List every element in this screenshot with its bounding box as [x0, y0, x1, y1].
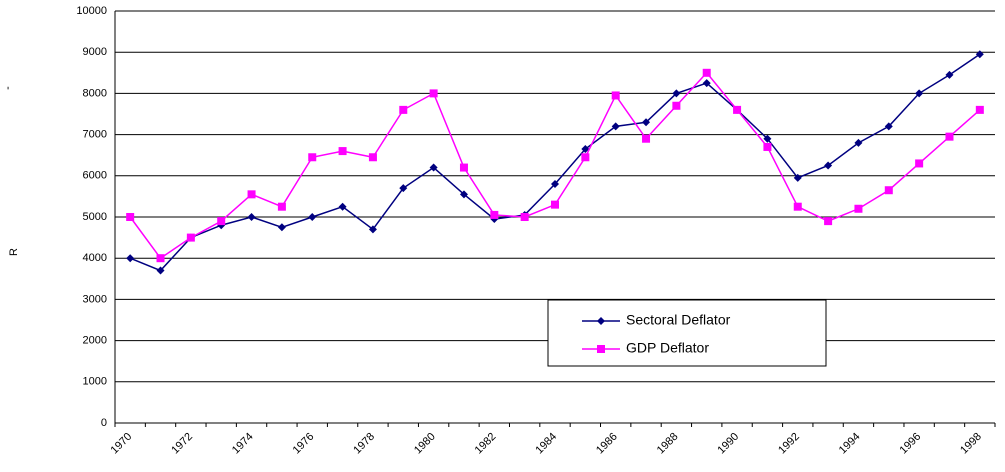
x-tick-label: 1976 [291, 431, 317, 457]
marker [247, 190, 256, 199]
y-tick-label: 9000 [83, 46, 107, 58]
marker [156, 254, 165, 263]
x-tick-label: 1986 [594, 431, 620, 457]
annotation: - [2, 86, 14, 90]
marker [642, 134, 651, 143]
marker [854, 138, 863, 147]
marker [597, 317, 605, 325]
marker [520, 213, 529, 221]
marker [642, 118, 651, 127]
marker [247, 213, 256, 221]
marker [186, 233, 195, 242]
marker [277, 223, 286, 232]
marker [763, 142, 772, 151]
marker [126, 213, 135, 221]
marker [793, 173, 802, 182]
marker [126, 254, 135, 263]
marker [399, 184, 408, 193]
y-tick-label: 5000 [83, 211, 107, 223]
marker [702, 79, 711, 88]
y-tick-label: 6000 [83, 170, 107, 182]
marker [915, 159, 924, 168]
x-tick-label: 1998 [958, 431, 984, 457]
marker [945, 70, 954, 79]
marker [945, 132, 954, 141]
x-tick-label: 1988 [655, 431, 681, 457]
marker [399, 105, 408, 114]
marker [338, 202, 347, 211]
marker [308, 213, 317, 221]
marker [611, 122, 620, 131]
y-tick-label: 4000 [83, 252, 107, 264]
marker [733, 105, 742, 114]
marker [915, 89, 924, 98]
marker [308, 153, 317, 162]
marker [824, 217, 833, 226]
marker [368, 153, 377, 162]
marker [429, 89, 438, 98]
x-tick-label: 1994 [837, 431, 863, 457]
marker [672, 101, 681, 110]
marker [702, 68, 711, 77]
marker [884, 186, 893, 195]
marker [793, 202, 802, 211]
marker [459, 190, 468, 199]
marker [551, 200, 559, 209]
y-tick-label: 1000 [83, 376, 107, 388]
y-tick-label: 2000 [83, 335, 107, 347]
y-tick-label: 7000 [83, 129, 107, 141]
marker [975, 105, 984, 114]
marker [763, 134, 772, 143]
y-tick-label: 0 [101, 417, 107, 429]
marker [854, 204, 863, 213]
x-tick-label: 1984 [533, 431, 559, 457]
x-tick-label: 1982 [473, 431, 499, 457]
legend-box [547, 299, 827, 367]
y-tick-label: 10000 [76, 5, 107, 17]
marker [156, 266, 165, 275]
x-tick-label: 1974 [230, 431, 256, 457]
x-tick-label: 1992 [776, 431, 802, 457]
marker [368, 225, 377, 234]
marker [277, 202, 286, 211]
y-tick-label: 8000 [83, 87, 107, 99]
series-line [129, 53, 981, 272]
x-tick-label: 1980 [412, 431, 438, 457]
marker [581, 153, 590, 162]
marker [217, 217, 226, 226]
x-tick-label: 1990 [715, 431, 741, 457]
marker [975, 50, 984, 59]
marker [551, 180, 559, 189]
x-tick-label: 1996 [898, 431, 924, 457]
marker [824, 161, 833, 170]
x-tick-label: 1978 [351, 431, 377, 457]
series-line [129, 71, 981, 260]
y-tick-label: 3000 [83, 293, 107, 305]
legend-label: Sectoral Deflator [626, 312, 731, 328]
marker [490, 210, 499, 219]
x-tick-label: 1972 [169, 431, 195, 457]
y-axis-label: R [8, 248, 20, 256]
marker [338, 147, 347, 156]
marker [672, 89, 681, 98]
marker [597, 345, 605, 353]
marker [429, 163, 438, 172]
marker [611, 91, 620, 100]
marker [459, 163, 468, 172]
legend-label: GDP Deflator [626, 340, 709, 356]
marker [581, 145, 590, 154]
marker [884, 122, 893, 131]
x-tick-label: 1970 [109, 431, 135, 457]
